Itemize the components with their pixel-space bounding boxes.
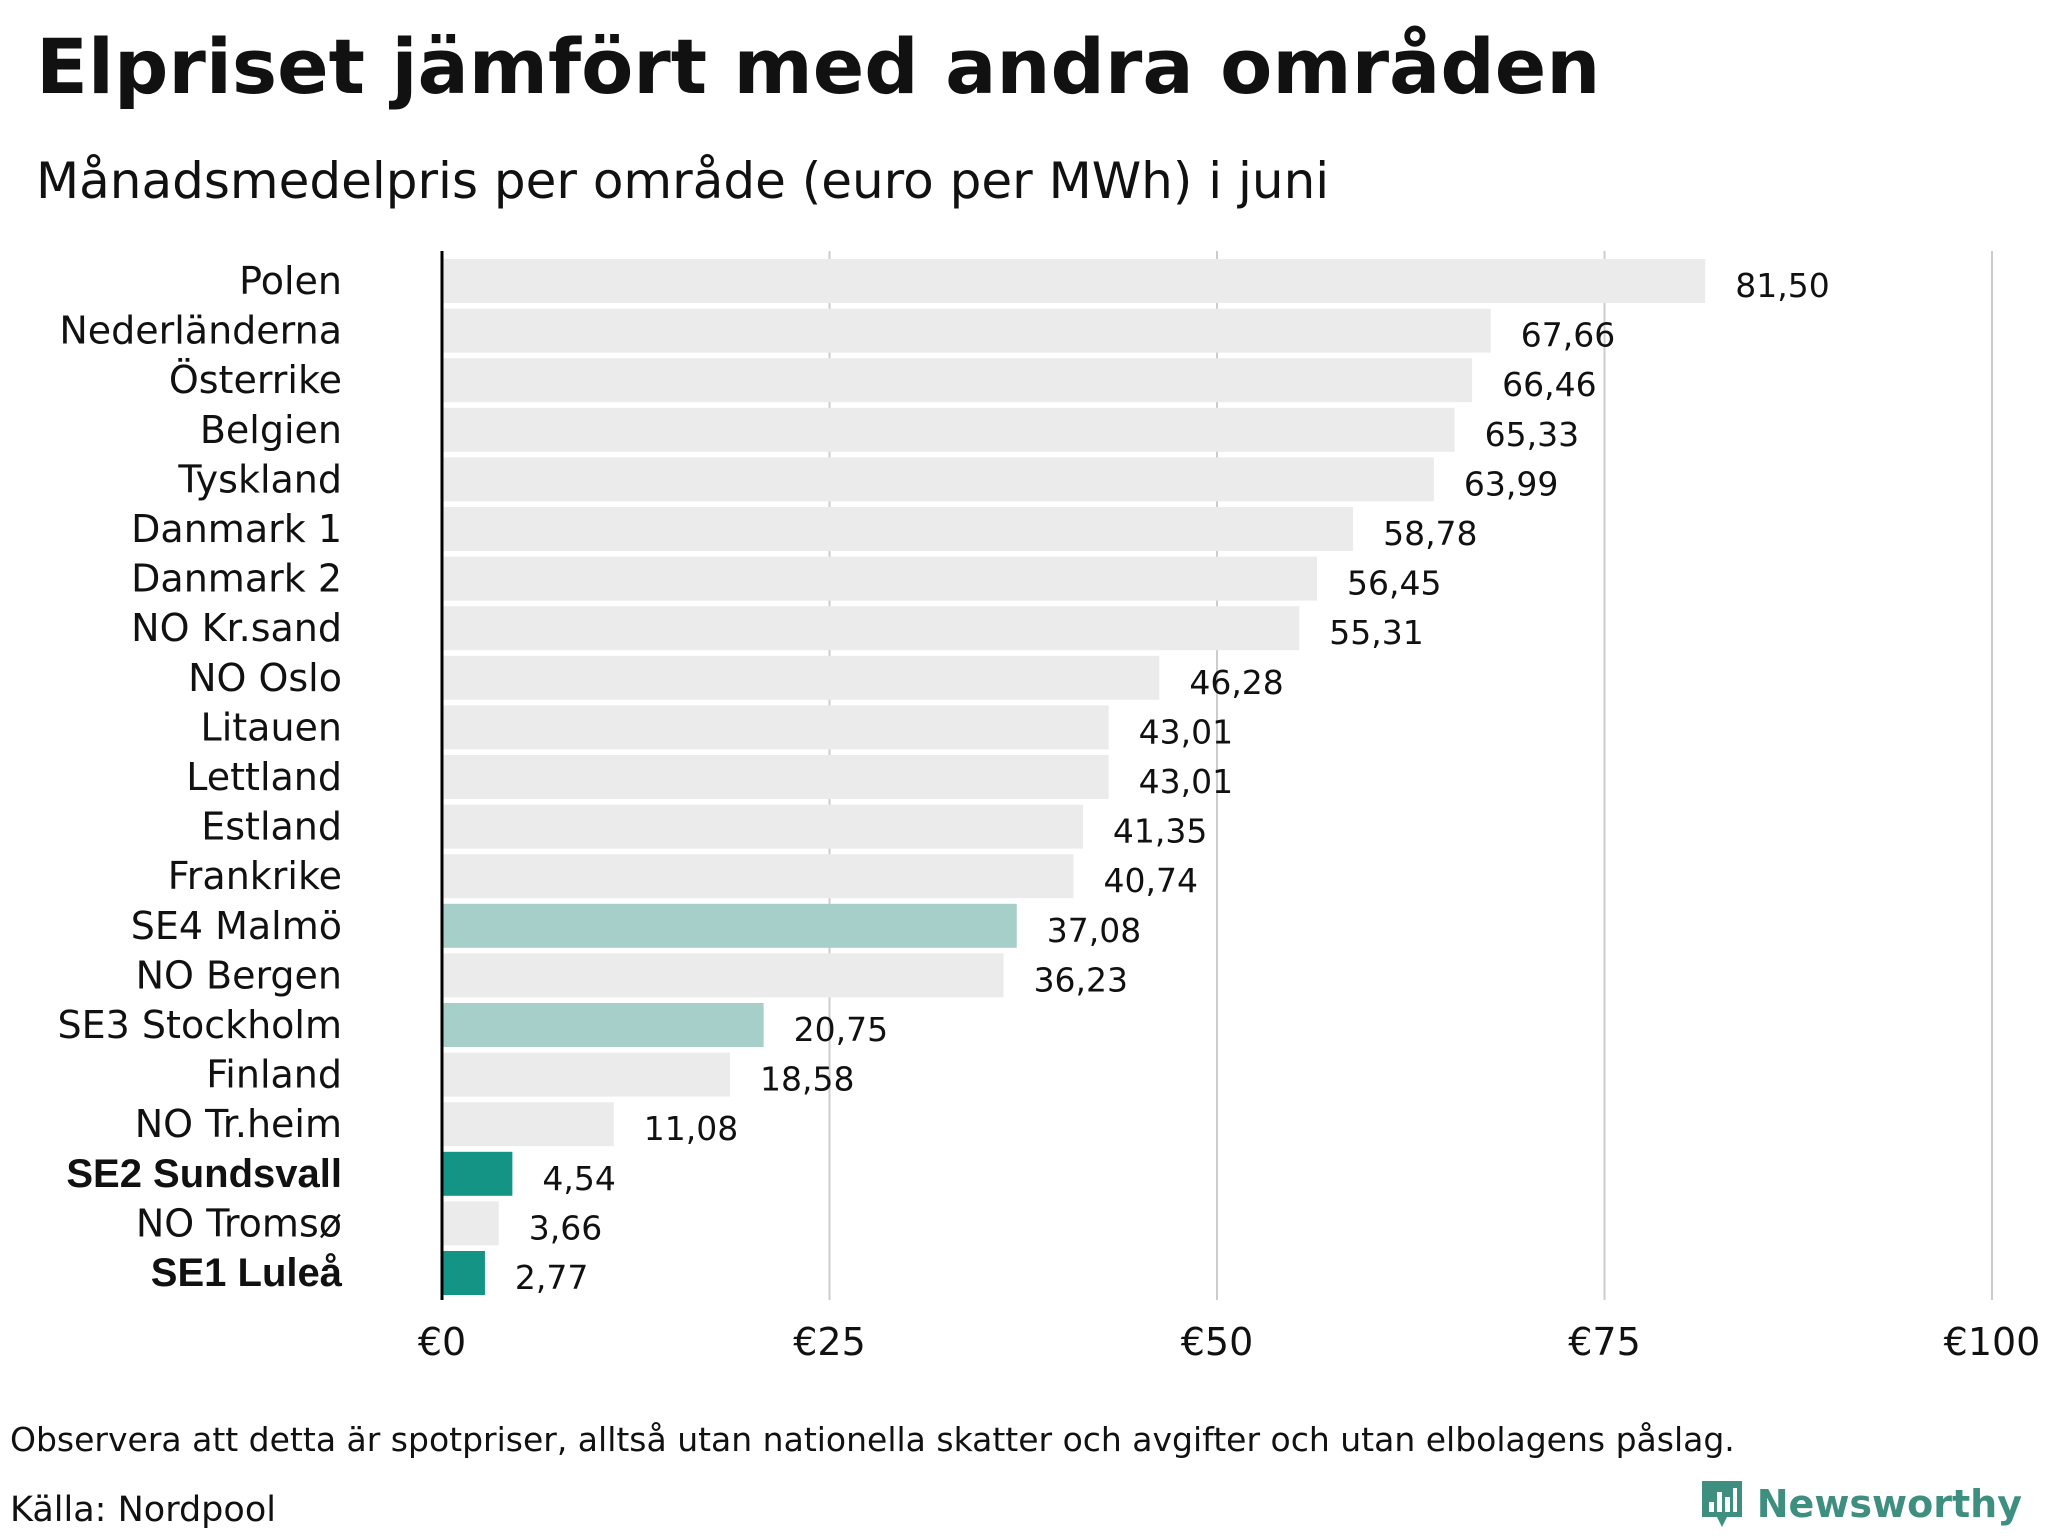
data-label: 66,46 xyxy=(1502,365,1596,404)
category-label: Tyskland xyxy=(177,457,342,501)
data-label: 20,75 xyxy=(794,1010,888,1049)
category-label: Belgien xyxy=(200,408,342,452)
data-label: 63,99 xyxy=(1464,464,1558,503)
x-axis-ticks: €0 €25 €50 €75 €100 xyxy=(418,1320,2041,1364)
category-label: SE1 Luleå xyxy=(151,1251,343,1295)
data-label: 2,77 xyxy=(515,1258,588,1297)
x-tick-label: €75 xyxy=(1568,1320,1641,1364)
value-labels: 81,50 67,66 66,46 65,33 63,99 58,78 56,45 55,31… xyxy=(515,266,1830,1297)
bar xyxy=(442,1102,614,1147)
bar xyxy=(442,705,1109,750)
category-label: NO Tromsø xyxy=(136,1201,342,1245)
x-tick-label: €25 xyxy=(793,1320,866,1364)
category-label: NO Tr.heim xyxy=(135,1102,342,1146)
category-label: NO Kr.sand xyxy=(131,606,342,650)
category-label: SE3 Stockholm xyxy=(58,1003,342,1047)
category-label: SE2 Sundsvall xyxy=(66,1152,342,1196)
data-label: 56,45 xyxy=(1347,564,1441,603)
category-label: Österrike xyxy=(169,358,342,402)
category-labels: Polen Nederländerna Österrike Belgien Tyskla… xyxy=(58,259,343,1295)
data-label: 67,66 xyxy=(1521,316,1615,355)
brand-name: Newsworthy xyxy=(1756,1482,2022,1526)
category-label: NO Oslo xyxy=(188,656,342,700)
bar xyxy=(442,1251,485,1295)
bars xyxy=(442,259,1706,1295)
data-label: 36,23 xyxy=(1034,960,1128,999)
category-label: Danmark 1 xyxy=(131,507,342,551)
chart-subtitle: Månadsmedelpris per område (euro per MWh… xyxy=(36,152,1330,210)
category-label: Nederländerna xyxy=(59,309,342,353)
bar xyxy=(442,358,1473,403)
data-label: 11,08 xyxy=(644,1109,738,1148)
data-label: 3,66 xyxy=(529,1208,602,1247)
data-label: 18,58 xyxy=(760,1060,854,1099)
bar xyxy=(442,457,1434,502)
bar xyxy=(442,854,1074,899)
x-tick-label: €100 xyxy=(1944,1320,2041,1364)
category-label: Litauen xyxy=(201,705,342,749)
bar xyxy=(442,507,1354,551)
data-label: 41,35 xyxy=(1113,812,1207,851)
bar-chart: Polen Nederländerna Österrike Belgien Tyskla… xyxy=(58,251,2041,1364)
data-label: 43,01 xyxy=(1139,762,1233,801)
data-label: 40,74 xyxy=(1103,861,1197,900)
data-label: 37,08 xyxy=(1047,911,1141,950)
category-label: Finland xyxy=(206,1053,342,1097)
bar xyxy=(442,655,1160,700)
x-tick-label: €0 xyxy=(418,1320,466,1364)
bar-chart-speech-bubble-icon xyxy=(1701,1481,1742,1527)
data-label: 43,01 xyxy=(1139,712,1233,751)
bar xyxy=(442,1201,499,1246)
bar xyxy=(442,953,1004,998)
data-label: 4,54 xyxy=(542,1159,615,1198)
category-label: Estland xyxy=(201,805,342,849)
bar xyxy=(442,259,1706,303)
bar xyxy=(442,903,1017,948)
bar xyxy=(442,407,1455,452)
bar xyxy=(442,1003,764,1047)
chart-title: Elpriset jämfört med andra områden xyxy=(36,22,1601,111)
bar xyxy=(442,1151,513,1196)
bar xyxy=(442,804,1083,849)
x-tick-label: €50 xyxy=(1181,1320,1254,1364)
data-label: 55,31 xyxy=(1329,613,1423,652)
category-label: Polen xyxy=(239,259,342,303)
category-label: Danmark 2 xyxy=(131,557,342,601)
brand-mark: Newsworthy xyxy=(1699,1478,2022,1530)
data-label: 65,33 xyxy=(1485,415,1579,454)
bar xyxy=(442,308,1491,353)
category-label: NO Bergen xyxy=(136,953,342,997)
bar xyxy=(442,755,1109,799)
bar xyxy=(442,556,1317,601)
data-label: 81,50 xyxy=(1735,266,1829,305)
bar xyxy=(442,606,1300,651)
bar xyxy=(442,1052,730,1097)
source-credit: Källa: Nordpool xyxy=(10,1490,276,1530)
category-label: Lettland xyxy=(186,755,342,799)
category-label: SE4 Malmö xyxy=(131,904,342,948)
data-label: 58,78 xyxy=(1383,514,1477,553)
footnote: Observera att detta är spotpriser, allts… xyxy=(10,1420,1735,1459)
data-label: 46,28 xyxy=(1189,663,1283,702)
category-label: Frankrike xyxy=(168,854,342,898)
